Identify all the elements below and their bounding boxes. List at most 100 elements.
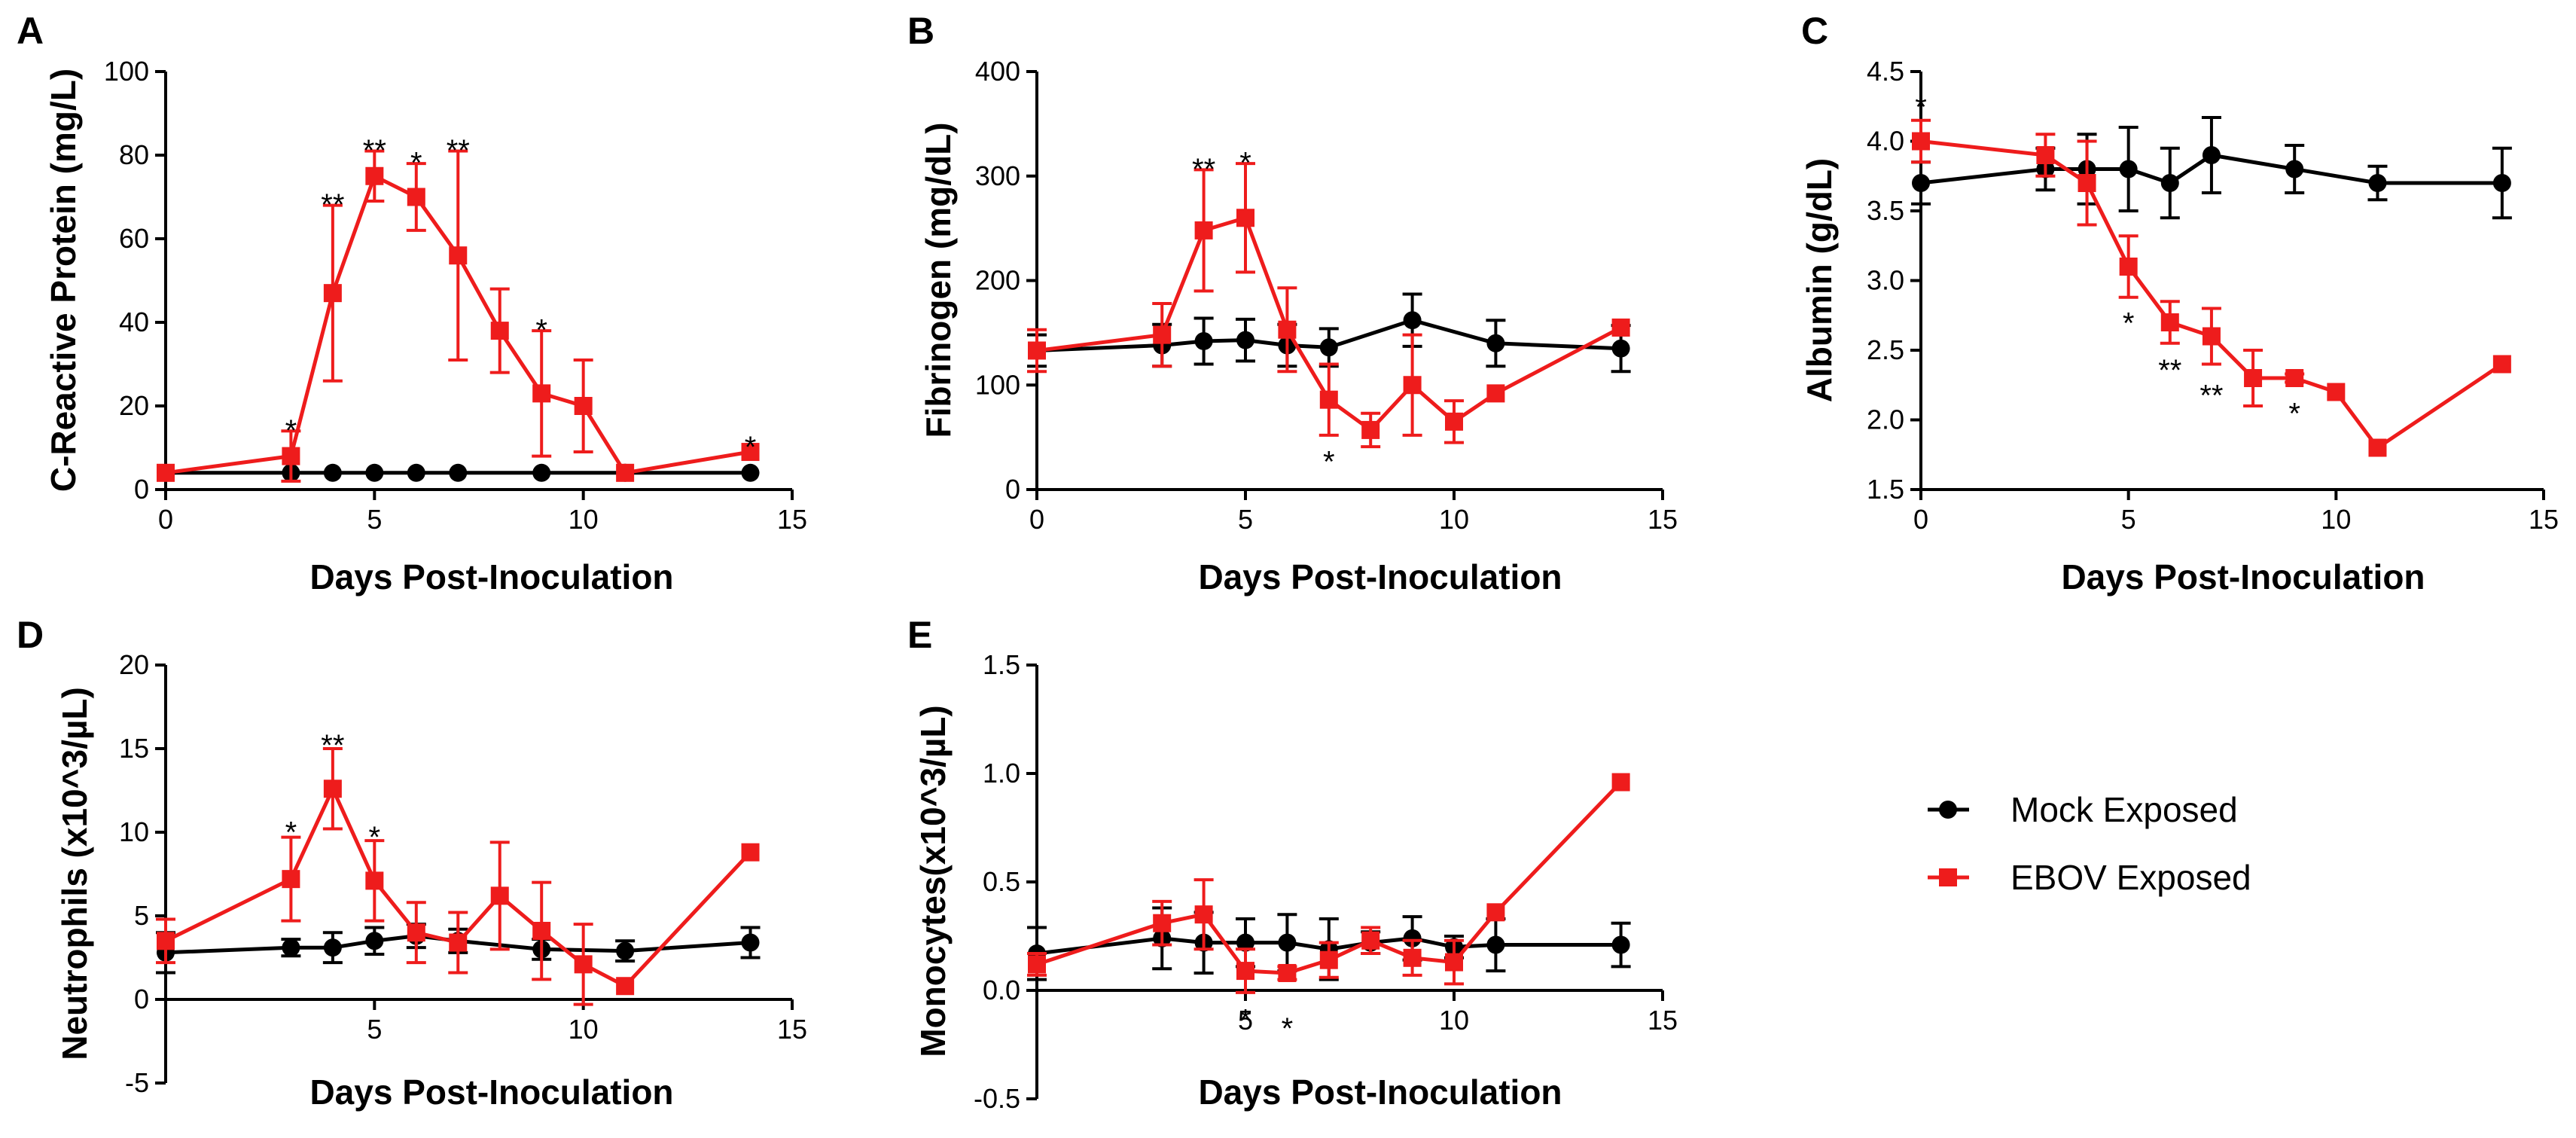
panel-b-mock-point [1486, 334, 1505, 352]
panel-b-significance-label: * [1323, 445, 1335, 478]
panel-b-significance-label: * [1239, 147, 1251, 180]
panel-a-ytick-label: 80 [119, 139, 149, 170]
panel-c-ytick-label: 3.5 [1867, 195, 1904, 226]
panel-d-xtick-label: 5 [367, 1014, 382, 1045]
panel-c-ylabel: Albumin (g/dL) [1800, 158, 1839, 402]
panel-a-ebov-point [323, 284, 342, 303]
panel-a-xtick-label: 10 [569, 504, 599, 535]
panel-d-mock-point [323, 938, 342, 957]
panel-d-ytick-label: 5 [134, 900, 149, 931]
panel-e-ebov-point [1028, 955, 1046, 974]
panel-c-xtick-label: 0 [1913, 504, 1928, 535]
panel-a-ytick-label: 0 [134, 474, 149, 505]
panel-c-ytick-label: 3.0 [1867, 265, 1904, 296]
panel-d-mock-point [741, 933, 760, 952]
panel-c-ebov-point [2492, 355, 2511, 374]
panel-d-letter: D [17, 614, 44, 656]
panel-b-ebov-point [1278, 320, 1297, 339]
panel-c-significance-label: ** [2200, 380, 2223, 413]
panel-e-mock-point [1278, 933, 1297, 952]
panel-a-significance-label: * [745, 431, 757, 464]
panel-e-ebov-point [1361, 931, 1380, 950]
panel-a-ytick-label: 100 [104, 56, 149, 87]
panel-a-ytick-label: 60 [119, 223, 149, 254]
panel-c-significance-label: * [2123, 307, 2135, 340]
panel-c-mock-point [2285, 160, 2304, 178]
panel-c-ebov-point [2036, 146, 2055, 164]
panel-a-ebov-point [532, 384, 551, 403]
panel-d-significance-label: * [285, 816, 297, 850]
panel-b-ebov-point [1361, 420, 1380, 439]
panel-e-ytick-label: -0.5 [974, 1083, 1020, 1114]
panel-a-mock-point [449, 463, 468, 482]
panel-d-ebov-point [407, 923, 425, 942]
panel-a-xtick-label: 5 [367, 504, 382, 535]
panel-e-mock-point [1611, 935, 1630, 954]
panel-c-ebov-point [2202, 327, 2221, 346]
panel-d-ebov-point [490, 886, 509, 905]
panel-e-mock-point [1486, 935, 1505, 954]
panel-a-ebov-point [574, 397, 593, 415]
panel-e-mock-point [1236, 933, 1254, 952]
panel-a-mock-point [741, 463, 760, 482]
panel-a-ylabel: C-Reactive Protein (mg/L) [44, 69, 83, 492]
legend-ebov-marker [1939, 868, 1957, 886]
panel-c-significance-label: * [2288, 398, 2300, 431]
panel-e-mock-point [1403, 929, 1422, 947]
panel-c-ebov-point [2119, 258, 2138, 276]
panel-d-mock-point [365, 932, 384, 950]
panel-c-ytick-label: 1.5 [1867, 474, 1904, 505]
panel-c-ebov-point [2160, 313, 2179, 331]
panel-d-ytick-label: -5 [125, 1067, 149, 1098]
panel-a-mock-point [407, 463, 425, 482]
panel-e-ebov-point [1611, 773, 1630, 792]
panel-b-mock-point [1403, 311, 1422, 330]
panel-b-xtick-label: 0 [1029, 504, 1044, 535]
panel-b-mock-point [1236, 331, 1254, 349]
panel-c-ebov-point [2327, 383, 2346, 401]
panel-d-ebov-point [741, 843, 760, 862]
panel-c-ebov-point [2285, 369, 2304, 387]
panel-a-significance-label: ** [321, 188, 344, 221]
panel-c-xtick-label: 5 [2121, 504, 2136, 535]
panel-c-mock-point [2492, 174, 2511, 192]
panel-a-xlabel: Days Post-Inoculation [309, 557, 673, 596]
panel-d-xtick-label: 15 [777, 1014, 807, 1045]
panel-b-letter: B [907, 10, 934, 52]
panel-d-ytick-label: 15 [119, 733, 149, 764]
panel-c-significance-label: ** [2158, 354, 2181, 387]
panel-d-ebov-point [449, 933, 468, 952]
panel-e-ebov-point [1319, 950, 1338, 969]
panel-c-mock-point [2202, 146, 2221, 164]
panel-c-xtick-label: 15 [2529, 504, 2559, 535]
panel-a-mock-point [532, 463, 551, 482]
panel-a: A C-Reactive Protein (mg/L) Days Post-In… [17, 10, 807, 596]
legend-ebov-label: EBOV Exposed [2010, 858, 2251, 897]
panel-a-xtick-label: 15 [777, 504, 807, 535]
panel-a-ebov-point [365, 166, 384, 185]
panel-c-ytick-label: 4.5 [1867, 56, 1904, 87]
panel-e-ebov-point [1403, 948, 1422, 967]
panel-b-ebov-point [1486, 384, 1505, 403]
panel-d-mock-point [282, 938, 300, 957]
panel-b-ytick-label: 200 [975, 265, 1020, 296]
panel-c-ebov-point [2244, 369, 2263, 387]
panel-e: E Monocytes(x10^3/µL) Days Post-Inoculat… [907, 614, 1678, 1114]
panel-e-ylabel: Monocytes(x10^3/µL) [913, 705, 953, 1057]
panel-d-xlabel: Days Post-Inoculation [309, 1072, 673, 1112]
panel-d-significance-label: * [369, 821, 381, 854]
panel-b-mock-point [1611, 339, 1630, 358]
legend-mock-marker [1939, 801, 1957, 819]
panel-b-ebov-point [1319, 390, 1338, 409]
panel-b-ytick-label: 400 [975, 56, 1020, 87]
panel-c-significance-label: * [1915, 91, 1927, 124]
panel-e-significance-label: * [1282, 1012, 1294, 1045]
panel-e-ebov-point [1445, 953, 1463, 972]
panel-e-ebov-point [1486, 903, 1505, 922]
panel-d-ebov-point [532, 921, 551, 940]
panel-c-letter: C [1801, 10, 1828, 52]
panel-a-ebov-point [157, 463, 175, 482]
panel-b-ebov-point [1028, 341, 1046, 360]
panel-b-xtick-label: 10 [1439, 504, 1469, 535]
panel-a-mock-point [365, 463, 384, 482]
